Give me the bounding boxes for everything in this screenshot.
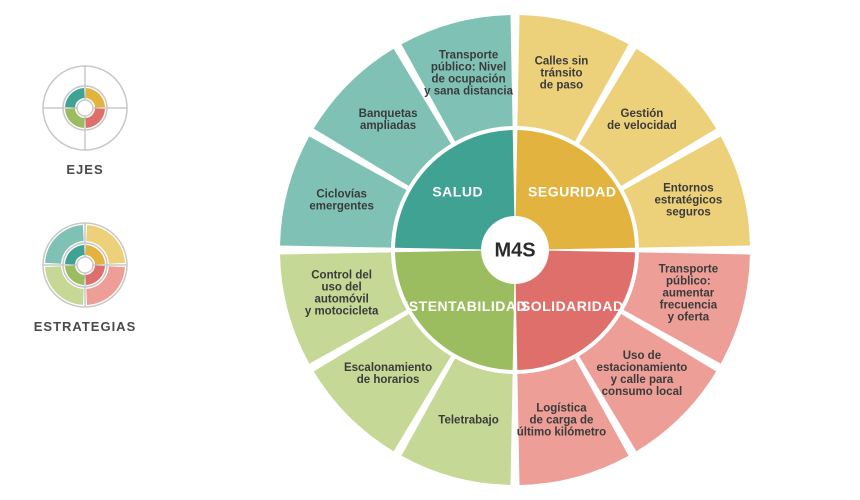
strategy-label-seguridad-0: Calles sintránsitode paso [535, 56, 589, 92]
ejes-label: EJES [66, 162, 103, 177]
strategy-label-sustentabilidad-1: Escalonamientode horarios [344, 362, 432, 386]
axis-label-salud: SALUD [432, 183, 483, 199]
estrategias-icon [37, 217, 133, 313]
axis-label-sustentabilidad: SUSTENTABILIDAD [388, 298, 527, 314]
estrategias-label: ESTRATEGIAS [34, 319, 137, 334]
center-label: M4S [494, 239, 535, 261]
strategy-label-salud-0: Ciclovíasemergentes [309, 189, 374, 213]
ejes-icon [37, 60, 133, 156]
ejes-mini: EJES [37, 60, 133, 177]
strategy-label-sustentabilidad-2: Control deluso delautomóvily motocicleta [305, 269, 379, 317]
wheel-area: SALUD Ciclovíasemergentes Banquetasampliad… [170, 0, 860, 500]
m4s-wheel: SALUD Ciclovíasemergentes Banquetasampliad… [255, 0, 775, 500]
legend-column: EJES ESTRATEGIAS [0, 0, 170, 500]
strategy-label-sustentabilidad-0: Teletrabajo [438, 414, 499, 426]
axis-label-seguridad: SEGURIDAD [528, 183, 617, 199]
estrategias-mini: ESTRATEGIAS [34, 217, 137, 334]
axis-label-solidaridad: SOLIDARIDAD [521, 298, 624, 314]
strategy-label-salud-1: Banquetasampliadas [359, 108, 418, 132]
